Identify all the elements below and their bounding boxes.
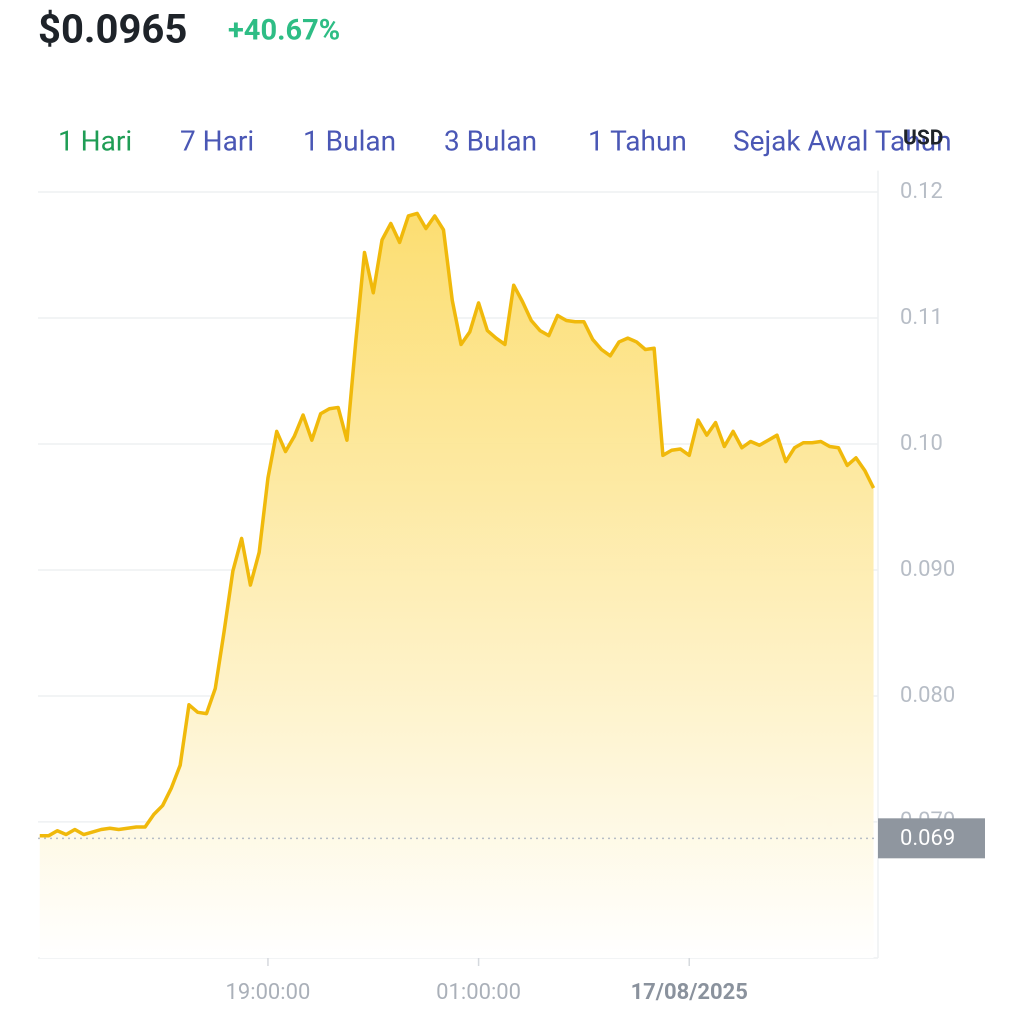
tab[interactable]: 1 Tahun [588, 124, 687, 157]
tab[interactable]: 7 Hari [180, 124, 254, 157]
plot: 0.120.110.100.0900.0800.07019:00:0001:00… [38, 170, 985, 1005]
tab[interactable]: 1 Hari [58, 124, 132, 157]
x-tick-label: 17/08/2025 [631, 980, 748, 1005]
price-change: +40.67% [228, 14, 340, 48]
price: $0.0965 [38, 6, 187, 53]
price-line [39, 211, 876, 838]
y-tick-label: 0.11 [900, 305, 943, 330]
currency: USD [903, 127, 943, 151]
tab[interactable]: 3 Bulan [444, 124, 537, 157]
current-price-label: 0.069 [900, 826, 955, 851]
current-price-box [878, 818, 985, 859]
x-tick-label: 01:00:00 [436, 980, 521, 1005]
y-tick-label: 0.12 [900, 179, 943, 204]
tab[interactable]: 1 Bulan [303, 124, 396, 157]
x-tick-label: 19:00:00 [226, 980, 311, 1005]
tabs: 1 Hari 7 Hari 1 Bulan 3 Bulan 1 Tahun Sejak A… [58, 124, 952, 157]
y-tick-label: 0.090 [900, 557, 955, 582]
price-area [39, 213, 874, 958]
y-tick-label: 0.080 [900, 683, 955, 708]
y-tick-label: 0.10 [900, 431, 943, 456]
tab[interactable]: Sejak Awal Tahun [733, 124, 952, 157]
